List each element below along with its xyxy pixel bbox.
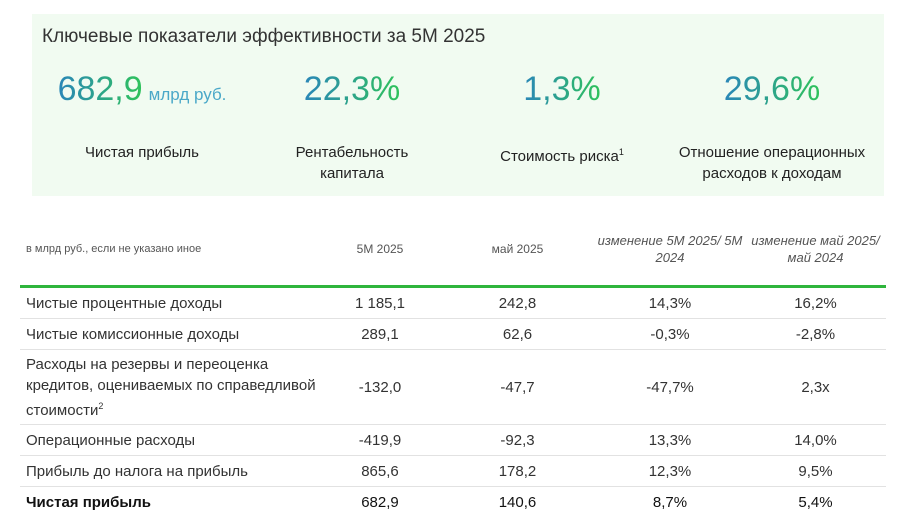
row-label: Чистые процентные доходы [20,287,320,319]
cell-value: 14,0% [745,425,886,456]
cell-value: -0,3% [595,319,745,350]
cell-value: -132,0 [320,350,440,425]
header-5m-2025: 5М 2025 [320,212,440,287]
kpi-value: 22,3% [304,70,400,109]
footnote-marker: 2 [98,401,103,411]
cell-value: 12,3% [595,456,745,487]
cell-value: 8,7% [595,487,745,517]
row-label: Прибыль до налога на прибыль [20,456,320,487]
kpi-cost-of-risk: 1,3% Стоимость риска1 [482,70,642,109]
row-label-text: Чистые комиссионные доходы [26,326,239,343]
kpi-panel: Ключевые показатели эффективности за 5М … [32,14,884,196]
row-label-text: Прибыль до налога на прибыль [26,463,248,480]
kpi-label-wrap: Стоимость риска1 [482,142,642,167]
cell-value: 13,3% [595,425,745,456]
cell-value: -47,7% [595,350,745,425]
row-label: Расходы на резервы и переоценка кредитов… [20,350,320,425]
table-row: Расходы на резервы и переоценка кредитов… [20,350,886,425]
cell-value: 2,3x [745,350,886,425]
header-change-5m: изменение 5М 2025/ 5М 2024 [595,212,745,287]
kpi-roe: 22,3% Рентабельность капитала [272,70,432,109]
cell-value: -419,9 [320,425,440,456]
kpi-value: 29,6% [724,70,820,109]
cell-value: -2,8% [745,319,886,350]
kpi-unit: млрд руб. [149,85,227,104]
header-units: в млрд руб., если не указано иное [20,212,320,287]
cell-value: 1 185,1 [320,287,440,319]
kpi-label: Чистая прибыль [32,142,252,163]
kpi-label: Стоимость риска [500,148,619,165]
cell-value: 14,3% [595,287,745,319]
kpi-cost-income: 29,6% Отношение операционных расходов к … [672,70,872,109]
kpi-label: Отношение операционных расходов к дохода… [672,142,872,184]
cell-value: 178,2 [440,456,595,487]
header-may-2025: май 2025 [440,212,595,287]
row-label-text: Операционные расходы [26,432,195,449]
cell-value: 16,2% [745,287,886,319]
cell-value: 62,6 [440,319,595,350]
cell-value: 682,9 [320,487,440,517]
cell-value: 289,1 [320,319,440,350]
kpi-value: 682,9 [58,70,143,109]
row-label: Чистые комиссионные доходы [20,319,320,350]
financial-table: в млрд руб., если не указано иное 5М 202… [20,212,886,517]
header-change-may: изменение май 2025/ май 2024 [745,212,886,287]
cell-value: -92,3 [440,425,595,456]
row-label: Операционные расходы [20,425,320,456]
row-label-text: Расходы на резервы и переоценка кредитов… [26,356,316,419]
cell-value: 242,8 [440,287,595,319]
cell-value: -47,7 [440,350,595,425]
cell-value: 5,4% [745,487,886,517]
footnote-marker: 1 [619,147,624,157]
row-label-text: Чистые процентные доходы [26,295,222,312]
row-label: Чистая прибыль [20,487,320,517]
panel-title: Ключевые показатели эффективности за 5М … [42,26,485,48]
cell-value: 140,6 [440,487,595,517]
table-header: в млрд руб., если не указано иное 5М 202… [20,212,886,287]
cell-value: 865,6 [320,456,440,487]
cell-value: 9,5% [745,456,886,487]
kpi-value: 1,3% [523,70,601,109]
kpi-label: Рентабельность капитала [272,142,432,184]
